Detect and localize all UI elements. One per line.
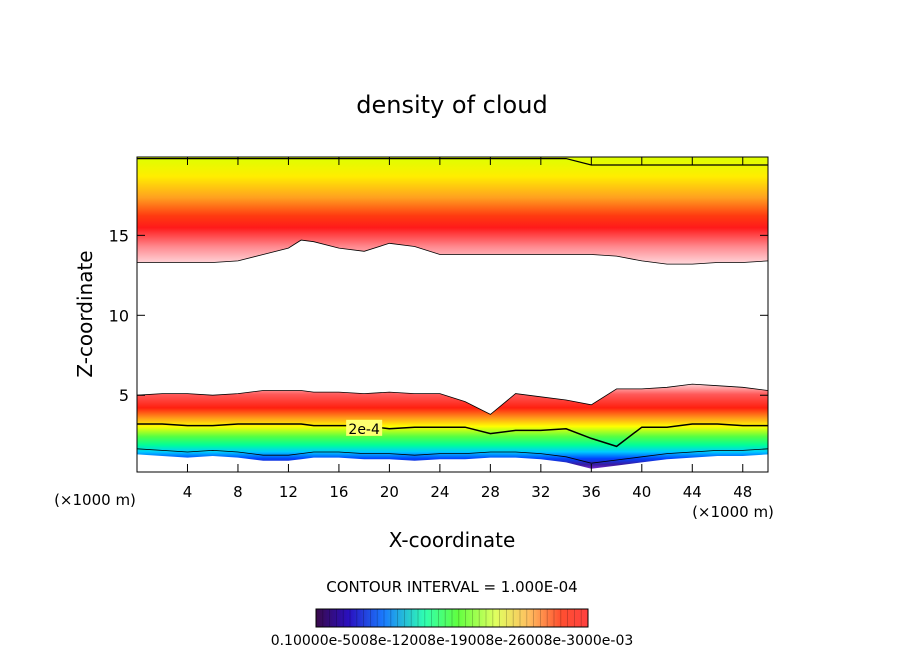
x-unit-right: (×1000 m): [692, 503, 774, 521]
plot-frame: [136, 156, 769, 473]
x-tick-label: 40: [632, 483, 651, 501]
y-tick-label: 15: [109, 226, 129, 245]
lower-cloud-top-contour: [137, 383, 768, 415]
x-tick-label: 8: [233, 483, 243, 501]
contour-interval-label: CONTOUR INTERVAL = 1.000E-04: [326, 578, 577, 596]
x-tick-label: 12: [279, 483, 298, 501]
x-tick-label: 28: [481, 483, 500, 501]
lower-cloud-base-contour: [137, 448, 768, 464]
colorbar-stripes: [322, 609, 582, 627]
x-tick-label: 16: [329, 483, 348, 501]
y-axis-label: Z-coordinate: [73, 250, 97, 377]
y-axis: 5 10 15: [109, 226, 768, 405]
x-unit-left: (×1000 m): [54, 491, 136, 509]
x-axis: 4 8 12 16 20 24 28 32 36 40 44 48: [183, 157, 752, 501]
contour-label-background: [346, 419, 383, 436]
chart-title: density of cloud: [356, 91, 547, 119]
y-tick-label: 5: [119, 386, 129, 405]
x-tick-label: 32: [531, 483, 550, 501]
x-tick-label: 48: [733, 483, 752, 501]
x-tick-label: 36: [582, 483, 601, 501]
x-axis-label: X-coordinate: [389, 528, 516, 552]
y-tick-label: 10: [109, 306, 129, 325]
x-tick-label: 44: [683, 483, 702, 501]
upper-cloud-edge-contour: [137, 239, 768, 265]
contour-label: 2e-4: [348, 422, 380, 438]
contour-line-2e-4: [137, 423, 768, 448]
colorbar-labels: 0.10000e-5008e-12008e-19008e-26008e-3000…: [271, 633, 634, 649]
x-tick-label: 4: [183, 483, 193, 501]
upper-cloud-band: [137, 157, 768, 265]
colorbar: [315, 608, 589, 628]
x-tick-label: 24: [430, 483, 449, 501]
x-tick-label: 20: [380, 483, 399, 501]
